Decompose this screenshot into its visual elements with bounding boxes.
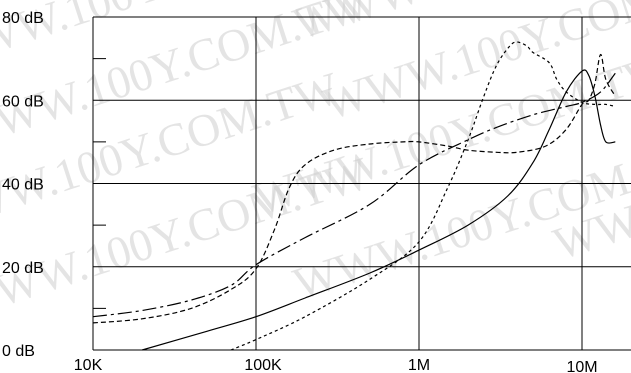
x-tick-label: 100K: [244, 357, 282, 373]
x-axis-labels: 10K 100K 1M 10M: [74, 357, 598, 373]
x-tick-label: 10M: [566, 359, 597, 373]
y-tick-label: 20 dB: [2, 260, 44, 277]
y-tick-label: 0 dB: [2, 343, 35, 360]
series-3-line-dashdot: [92, 72, 616, 318]
x-tick-label: 10K: [74, 357, 103, 373]
y-tick-label: 80 dB: [2, 10, 44, 27]
x-tick-label: 1M: [408, 357, 430, 373]
watermark-layer: WWW.100Y.COM.TWWWW.100Y.COM.TWWWW.100Y.C…: [0, 0, 631, 330]
series-4-line-shortdash: [230, 41, 616, 351]
y-tick-label: 40 dB: [2, 177, 44, 194]
series-layer: [92, 41, 616, 351]
y-minor-ticks: [93, 58, 106, 309]
grid-lines: [92, 16, 631, 351]
y-axis-labels: 0 dB 20 dB 40 dB 60 dB 80 dB: [2, 10, 44, 360]
series-1-line-solid: [141, 69, 616, 351]
y-tick-label: 60 dB: [2, 93, 44, 110]
